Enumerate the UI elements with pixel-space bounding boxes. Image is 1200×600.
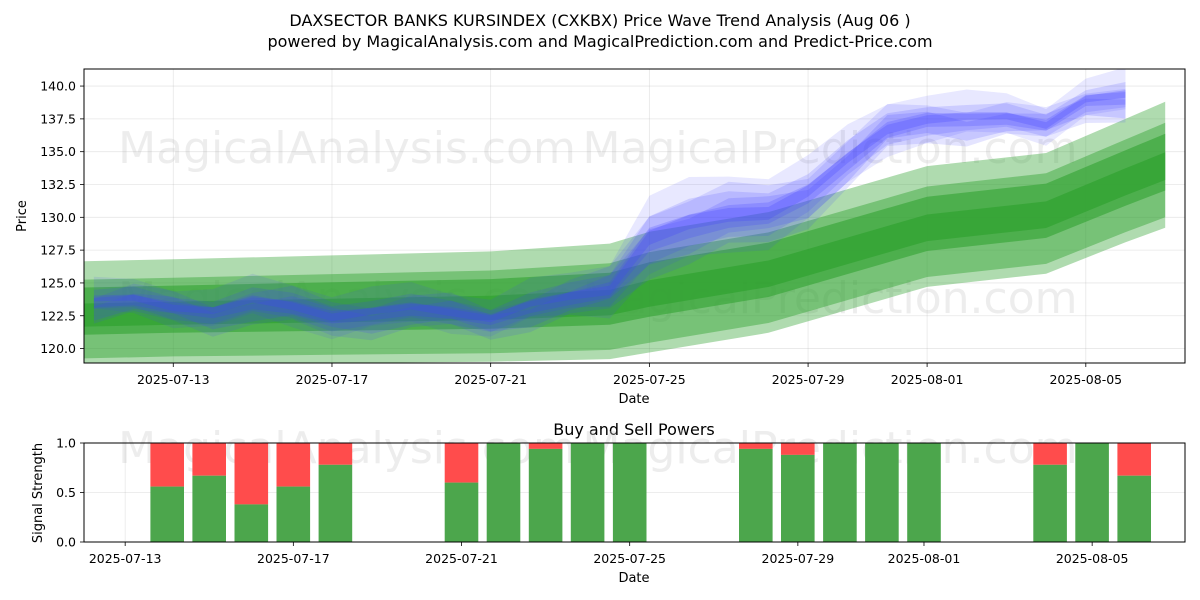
buy-power-bar [318, 464, 353, 542]
price-y-tick-label: 127.5 [40, 243, 76, 258]
sell-power-bar [150, 443, 184, 487]
signal-x-axis-label: Date [618, 571, 649, 586]
actual-price-band [93, 88, 1126, 341]
buy-power-bar [1075, 443, 1109, 542]
price-y-tick-label: 132.5 [40, 177, 76, 192]
signal-x-tick-label: 2025-07-13 [89, 551, 162, 566]
buy-power-bar [781, 454, 815, 542]
actual-price-band [93, 92, 1126, 325]
sell-power-bar [444, 443, 479, 483]
signal-x-tick-label: 2025-07-25 [593, 551, 666, 566]
buy-power-bar [528, 448, 563, 542]
signal-x-axis: 2025-07-13 2025-07-17 2025-07-21 2025-07-25… [89, 542, 1129, 566]
sell-power-bar [528, 443, 563, 449]
signal-y-tick-label: 0.5 [56, 485, 76, 500]
signal-y-tick-label: 1.0 [56, 436, 76, 451]
signal-x-tick-label: 2025-07-29 [762, 551, 835, 566]
price-y-axis: 120.0 122.5 125.0 127.5 130.0 132.5 135.0 137.5… [40, 79, 84, 356]
price-y-tick-label: 120.0 [40, 341, 76, 356]
buy-power-bar [739, 448, 773, 542]
price-y-tick-label: 140.0 [40, 79, 76, 94]
signal-x-tick-label: 2025-08-05 [1056, 551, 1129, 566]
prediction-bands [84, 101, 1166, 363]
price-x-tick-label: 2025-07-29 [772, 372, 845, 387]
buy-power-bar [907, 443, 941, 542]
watermark-text: MagicalPrediction.com [583, 123, 1078, 174]
buy-power-bar [276, 486, 311, 542]
sell-power-bar [276, 443, 311, 487]
prediction-band [84, 152, 1166, 327]
price-x-axis: 2025-07-13 2025-07-17 2025-07-21 2025-07-25… [137, 363, 1122, 387]
actual-price-band [93, 98, 1126, 334]
price-chart-panel: MagicalAnalysis.com MagicalPrediction.com… [15, 68, 1186, 407]
signal-x-tick-label: 2025-07-17 [257, 551, 330, 566]
buy-power-bar [444, 482, 479, 542]
buy-power-bar [823, 443, 857, 542]
signal-y-axis: 0.0 0.5 1.0 [56, 436, 84, 550]
prediction-band [84, 133, 1166, 335]
price-x-axis-label: Date [618, 392, 649, 407]
buy-power-bar [486, 443, 521, 542]
signal-chart-title: Buy and Sell Powers [553, 420, 715, 439]
price-x-tick-label: 2025-07-21 [454, 372, 527, 387]
buy-power-bar [234, 504, 269, 542]
price-x-tick-label: 2025-08-05 [1049, 372, 1122, 387]
price-x-tick-label: 2025-07-17 [296, 372, 369, 387]
signal-chart-panel: Buy and Sell Powers MagicalAnalysis.comM… [31, 420, 1186, 586]
price-y-tick-label: 122.5 [40, 308, 76, 323]
sell-power-bar [1033, 443, 1067, 465]
buy-power-bar [192, 475, 226, 542]
buy-power-bar [150, 486, 184, 542]
sell-power-bar [318, 443, 353, 465]
signal-x-tick-label: 2025-07-21 [425, 551, 498, 566]
buy-power-bar [865, 443, 899, 542]
sell-power-bar [234, 443, 269, 505]
price-plot-frame [83, 68, 1186, 364]
price-y-tick-label: 125.0 [40, 275, 76, 290]
price-y-tick-label: 135.0 [40, 144, 76, 159]
price-y-axis-label: Price [15, 200, 30, 232]
actual-price-band [93, 82, 1126, 332]
sell-power-bar [781, 443, 815, 455]
signal-x-tick-label: 2025-08-01 [888, 551, 961, 566]
buy-power-bar [1033, 464, 1067, 542]
price-x-tick-label: 2025-07-25 [613, 372, 686, 387]
price-y-tick-label: 137.5 [40, 111, 76, 126]
watermark-text: MagicalAnalysis.com [118, 123, 576, 174]
price-x-tick-label: 2025-07-13 [137, 372, 210, 387]
actual-price-bands [93, 69, 1126, 341]
sell-power-bar [1117, 443, 1151, 476]
buy-power-bar [1117, 475, 1151, 542]
signal-y-axis-label: Signal Strength [31, 443, 46, 543]
actual-price-band [93, 69, 1126, 340]
main-chart-title: DAXSECTOR BANKS KURSINDEX (CXKBX) Price … [289, 11, 910, 30]
main-chart-subtitle: powered by MagicalAnalysis.com and Magic… [267, 32, 932, 51]
price-x-tick-label: 2025-08-01 [891, 372, 964, 387]
signal-y-tick-label: 0.0 [56, 535, 76, 550]
buy-power-bar [570, 443, 605, 542]
sell-power-bar [192, 443, 226, 476]
signal-bars [150, 443, 1151, 542]
price-y-tick-label: 130.0 [40, 210, 76, 225]
actual-price-band [93, 90, 1126, 323]
buy-power-bar [612, 443, 647, 542]
sell-power-bar [739, 443, 773, 449]
